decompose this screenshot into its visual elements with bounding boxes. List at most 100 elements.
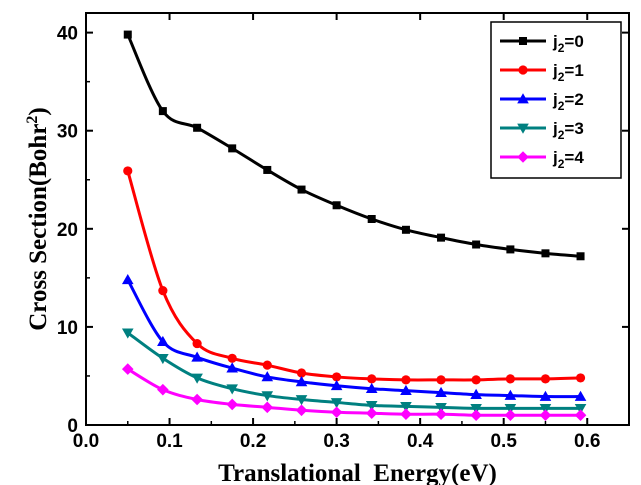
data-point <box>262 360 272 370</box>
data-point <box>121 363 134 375</box>
legend-label: j2=2 <box>552 90 584 113</box>
y-tick-label: 10 <box>57 318 78 339</box>
data-point <box>435 408 447 421</box>
data-point <box>400 384 412 396</box>
x-tick-label: 0.5 <box>490 431 517 452</box>
data-point <box>435 402 447 414</box>
y-axis-title-close: ) <box>25 107 52 115</box>
legend-label: j2=4 <box>552 148 584 171</box>
y-axis-title: Cross Section(Bohr2) <box>24 107 52 331</box>
data-point <box>470 403 482 415</box>
data-point <box>158 107 167 116</box>
data-point <box>330 406 343 419</box>
series-1 <box>123 166 586 385</box>
legend-label: j2=0 <box>552 32 584 55</box>
legend-item-1: j2=1 <box>500 61 584 84</box>
data-point <box>121 328 134 339</box>
data-point <box>330 379 343 391</box>
data-point <box>541 249 550 258</box>
data-point <box>297 185 306 194</box>
data-point <box>261 371 274 382</box>
data-point <box>192 338 202 349</box>
data-point <box>436 375 446 385</box>
data-point <box>261 391 274 402</box>
legend-swatch-marker <box>518 65 528 75</box>
data-point <box>401 225 410 234</box>
legend-label: j2=1 <box>552 61 584 84</box>
series-3 <box>121 328 587 415</box>
data-point <box>226 398 238 411</box>
y-axis-title-main: Cross Section(Bohr <box>25 124 52 331</box>
data-point <box>505 374 515 384</box>
data-point <box>539 390 552 401</box>
data-point <box>539 409 552 421</box>
data-point <box>157 353 169 365</box>
legend-item-3: j2=3 <box>500 119 584 142</box>
data-point <box>367 215 376 223</box>
data-point <box>435 386 447 397</box>
data-point <box>471 375 481 385</box>
series-4 <box>121 363 587 421</box>
data-point <box>332 201 341 210</box>
x-tick-label: 0.2 <box>240 431 266 452</box>
y-axis-title-sup: 2 <box>24 116 41 124</box>
x-tick-label: 0.1 <box>156 431 183 452</box>
data-point <box>123 30 132 39</box>
axes: 0.0 0.1 0.2 0.3 0.4 0.5 0.6 0 10 20 30 40 <box>57 13 629 452</box>
y-tick-label: 0 <box>67 416 78 437</box>
data-point <box>437 233 446 242</box>
data-point <box>504 403 517 415</box>
data-point <box>504 409 517 421</box>
series-line <box>126 170 581 382</box>
series-2 <box>121 274 587 401</box>
data-point <box>472 240 481 249</box>
data-point <box>470 409 482 421</box>
data-point <box>574 409 587 421</box>
data-point <box>295 376 308 387</box>
y-tick-label: 30 <box>57 122 78 143</box>
data-point <box>540 374 551 384</box>
legend-item-2: j2=2 <box>500 90 584 113</box>
data-point <box>365 407 378 420</box>
plot-frame <box>85 12 630 426</box>
legend: j2=0 j2=1 j2=2 j2=3 j2=4 <box>490 21 622 179</box>
data-point <box>506 245 515 254</box>
data-point <box>576 252 585 261</box>
legend-swatch-marker <box>517 123 529 134</box>
data-point <box>574 390 587 401</box>
data-point <box>574 403 587 415</box>
data-point <box>470 388 482 399</box>
data-point <box>365 401 378 412</box>
data-point <box>332 372 342 382</box>
data-point <box>226 384 238 395</box>
data-point <box>263 165 272 174</box>
data-point <box>191 373 203 384</box>
data-point <box>330 398 343 409</box>
data-point <box>227 353 237 363</box>
data-point <box>226 362 238 373</box>
legend-swatch-marker <box>519 37 527 45</box>
data-point <box>228 144 237 153</box>
y-tick-label: 20 <box>57 220 78 241</box>
legend-label: j2=3 <box>552 119 584 142</box>
data-point <box>365 382 378 394</box>
data-point <box>401 375 411 385</box>
data-point <box>157 335 169 346</box>
legend-item-0: j2=0 <box>500 32 584 55</box>
data-point <box>367 374 377 384</box>
x-tick-label: 0.3 <box>323 431 349 452</box>
series-0 <box>123 30 585 261</box>
plot-content <box>121 30 587 421</box>
y-tick-label: 40 <box>57 24 78 45</box>
data-point <box>400 402 412 413</box>
data-point <box>193 123 202 132</box>
data-point <box>191 351 203 362</box>
data-point <box>296 368 307 378</box>
data-point <box>191 393 203 406</box>
data-point <box>295 404 308 417</box>
data-point <box>123 166 133 176</box>
data-point <box>295 395 308 406</box>
data-point <box>157 383 169 396</box>
